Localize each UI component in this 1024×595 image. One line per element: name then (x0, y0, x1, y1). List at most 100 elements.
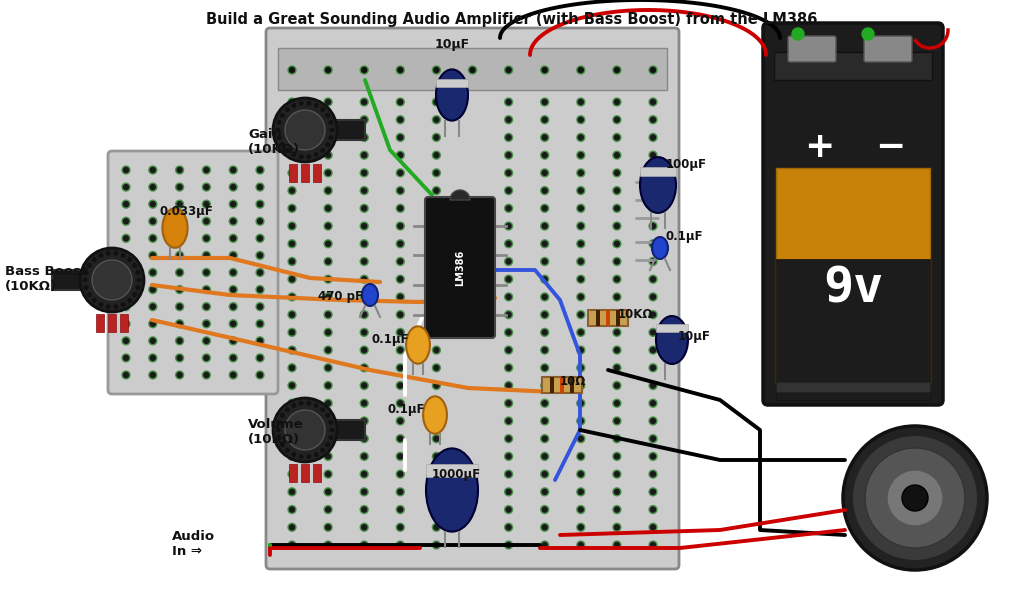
Circle shape (280, 413, 285, 418)
Circle shape (361, 525, 367, 530)
Bar (776, 168, 930, 384)
Circle shape (613, 66, 621, 74)
Circle shape (397, 436, 402, 441)
Circle shape (434, 206, 439, 211)
Circle shape (396, 523, 404, 531)
Circle shape (506, 224, 511, 228)
Circle shape (577, 417, 585, 425)
Circle shape (649, 222, 657, 230)
Circle shape (325, 151, 332, 159)
Circle shape (397, 259, 402, 264)
Circle shape (649, 541, 657, 549)
Circle shape (326, 170, 331, 176)
Circle shape (579, 543, 584, 547)
Circle shape (361, 472, 367, 477)
Circle shape (542, 365, 547, 370)
Circle shape (229, 286, 238, 293)
Circle shape (506, 170, 511, 176)
Bar (542, 377, 582, 393)
Circle shape (649, 417, 657, 425)
Bar (570, 377, 574, 393)
Circle shape (360, 204, 369, 212)
Circle shape (613, 204, 621, 212)
Circle shape (361, 170, 367, 176)
Circle shape (613, 133, 621, 142)
Circle shape (650, 206, 655, 211)
Circle shape (577, 115, 585, 124)
Bar (278, 48, 667, 90)
Circle shape (325, 506, 332, 513)
Circle shape (360, 328, 369, 336)
Circle shape (151, 339, 156, 343)
Circle shape (432, 417, 440, 425)
Circle shape (396, 364, 404, 372)
Circle shape (290, 67, 295, 73)
Circle shape (290, 330, 295, 335)
Circle shape (649, 240, 657, 248)
Circle shape (614, 117, 620, 122)
Circle shape (579, 525, 584, 530)
Circle shape (434, 153, 439, 158)
Circle shape (288, 115, 296, 124)
Circle shape (204, 253, 209, 258)
Text: Audio
In ⇒: Audio In ⇒ (172, 530, 215, 558)
Bar (301, 464, 309, 482)
Circle shape (613, 293, 621, 301)
Circle shape (506, 454, 511, 459)
Circle shape (541, 364, 549, 372)
Circle shape (650, 418, 655, 424)
Circle shape (203, 268, 210, 277)
Circle shape (579, 99, 584, 105)
Circle shape (614, 365, 620, 370)
Circle shape (229, 371, 238, 379)
Circle shape (288, 541, 296, 549)
Circle shape (257, 321, 262, 326)
Circle shape (505, 470, 513, 478)
Circle shape (204, 339, 209, 343)
Circle shape (396, 222, 404, 230)
Circle shape (577, 488, 585, 496)
Circle shape (613, 488, 621, 496)
Circle shape (542, 153, 547, 158)
Circle shape (434, 383, 439, 388)
Circle shape (151, 184, 156, 190)
Circle shape (396, 488, 404, 496)
Circle shape (325, 452, 332, 461)
Circle shape (542, 312, 547, 317)
Circle shape (505, 151, 513, 159)
Circle shape (290, 241, 295, 246)
Circle shape (177, 253, 182, 258)
Circle shape (614, 489, 620, 494)
Circle shape (229, 354, 238, 362)
Circle shape (87, 263, 92, 268)
Circle shape (397, 277, 402, 281)
Circle shape (325, 275, 332, 283)
Circle shape (505, 346, 513, 354)
Circle shape (650, 365, 655, 370)
Circle shape (326, 259, 331, 264)
Circle shape (542, 99, 547, 105)
Bar (776, 259, 930, 400)
Circle shape (506, 153, 511, 158)
Circle shape (360, 488, 369, 496)
Circle shape (229, 183, 238, 191)
Circle shape (326, 117, 331, 122)
Circle shape (291, 152, 296, 157)
Circle shape (177, 202, 182, 206)
Circle shape (229, 337, 238, 345)
Circle shape (122, 252, 130, 259)
Circle shape (396, 293, 404, 301)
Text: 1000μF: 1000μF (432, 468, 481, 481)
Circle shape (650, 153, 655, 158)
Circle shape (122, 200, 130, 208)
Circle shape (577, 346, 585, 354)
Circle shape (865, 448, 965, 548)
Circle shape (288, 275, 296, 283)
Circle shape (649, 66, 657, 74)
Circle shape (151, 219, 156, 224)
Circle shape (505, 541, 513, 549)
Circle shape (288, 506, 296, 513)
Circle shape (148, 337, 157, 345)
Circle shape (397, 525, 402, 530)
Circle shape (175, 354, 183, 362)
